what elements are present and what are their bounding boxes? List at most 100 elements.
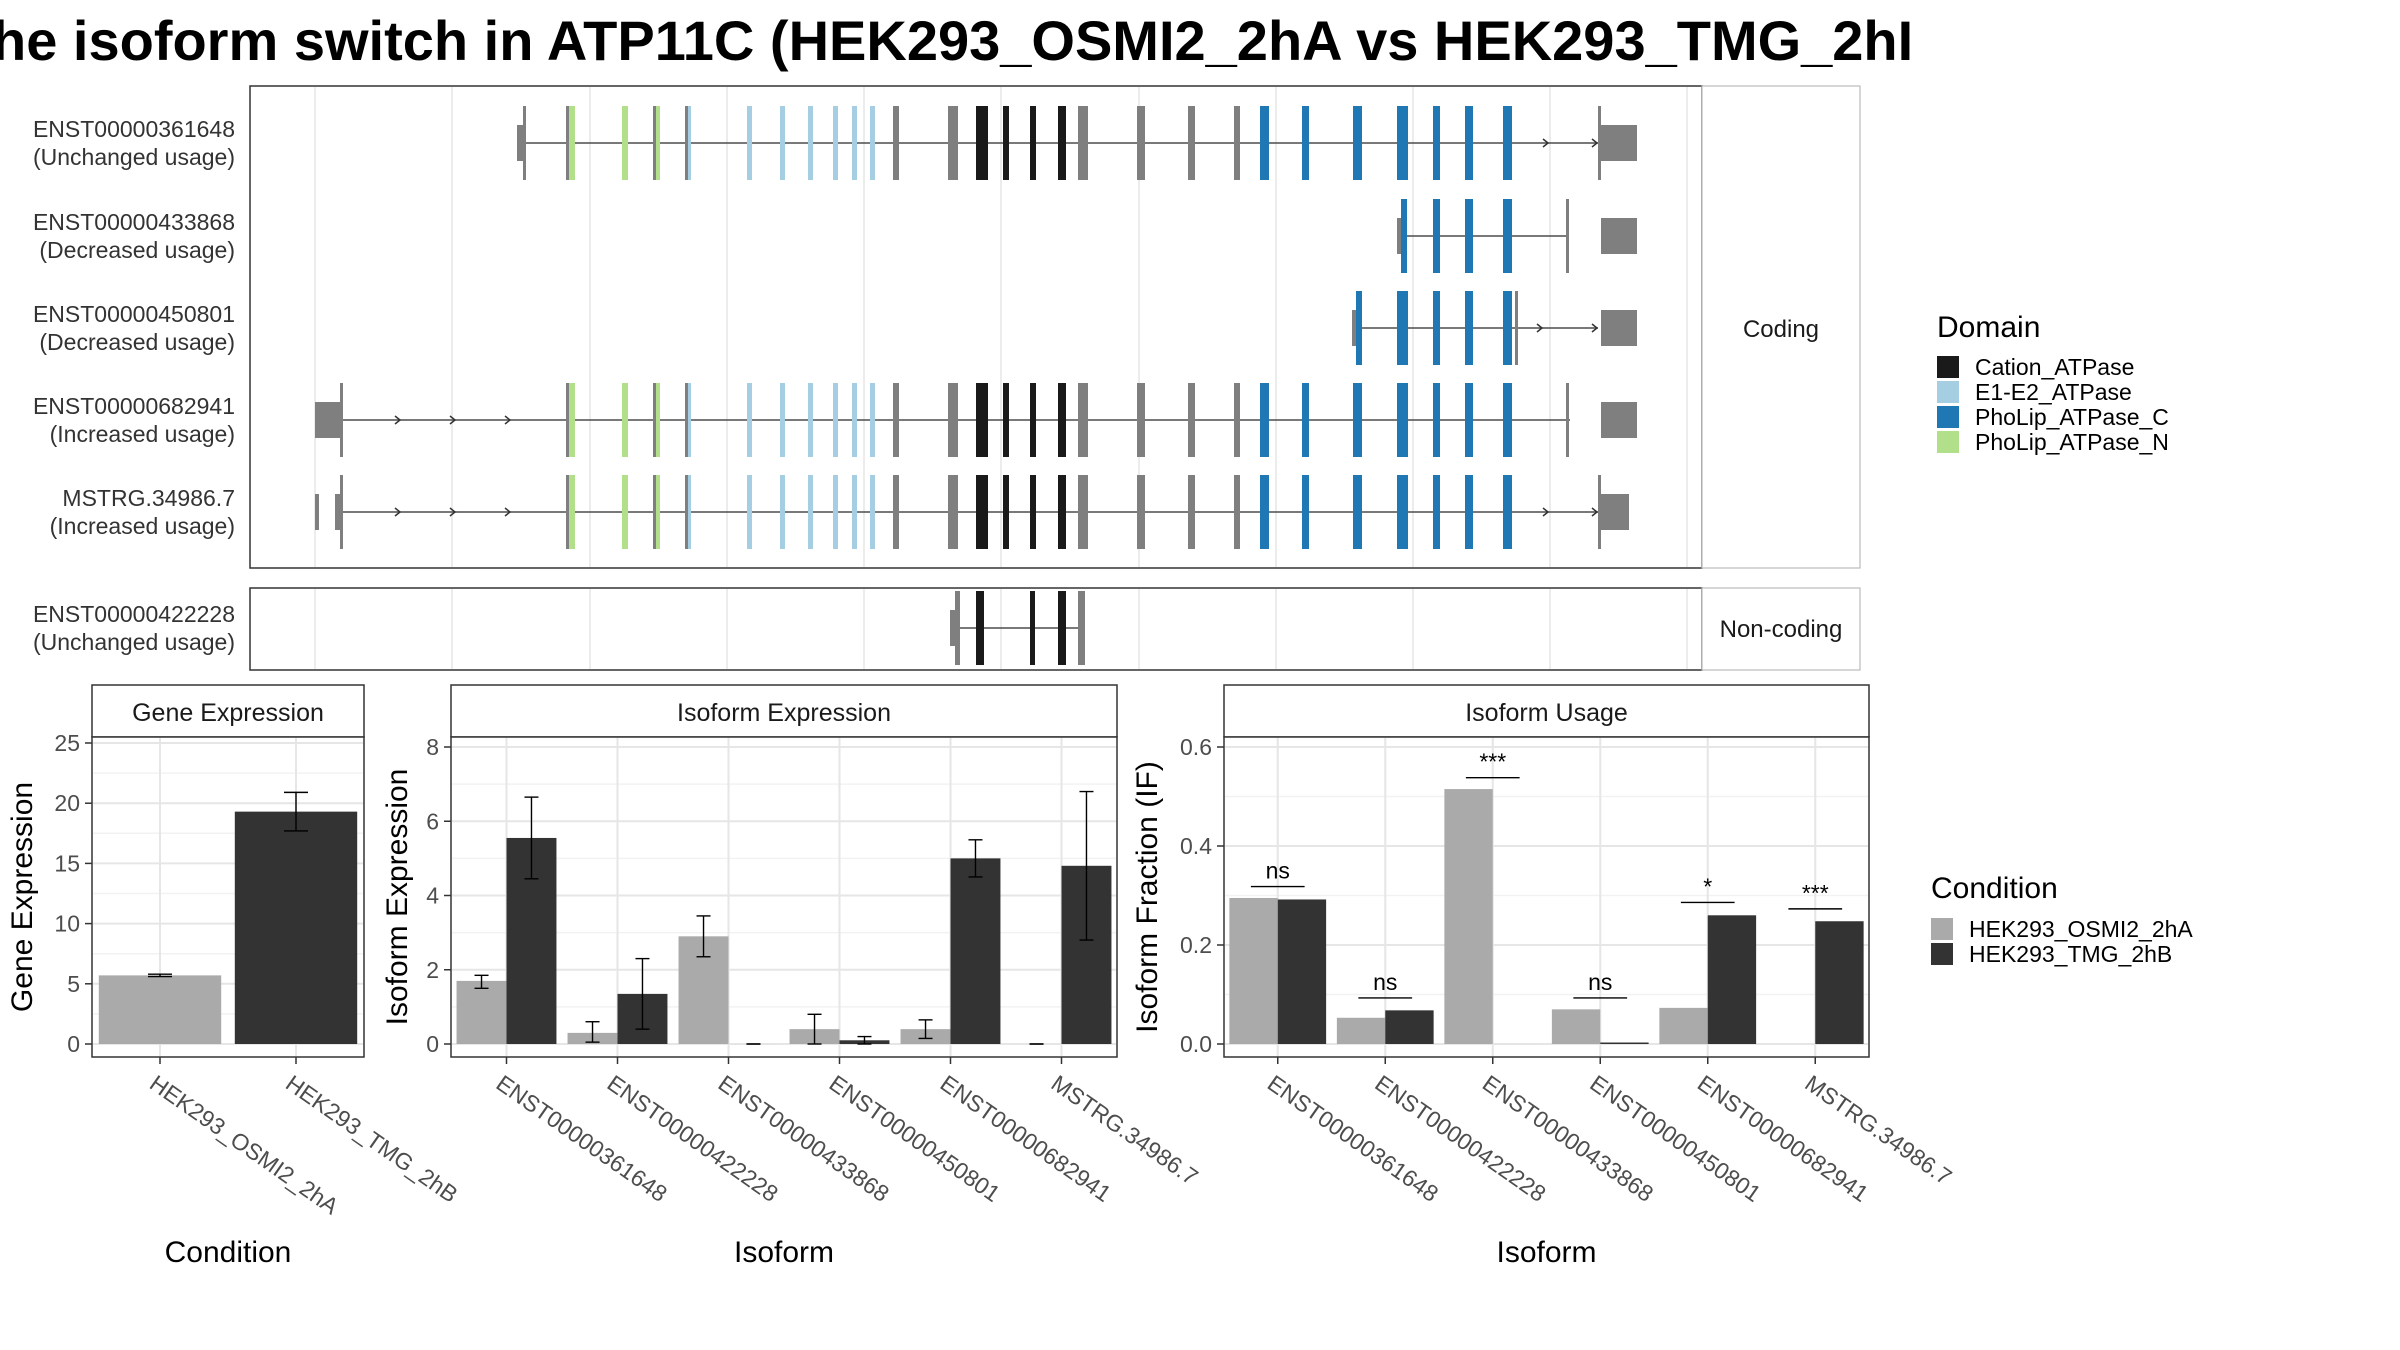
y-tick-label: 0.2 — [1180, 932, 1212, 958]
exon-block — [1397, 106, 1408, 180]
transcript-usage-label: (Unchanged usage) — [33, 629, 235, 655]
exon-block — [955, 591, 960, 665]
exon-block — [747, 475, 752, 549]
exon-block — [780, 383, 785, 457]
transcript-id-label: MSTRG.34986.7 — [62, 485, 235, 511]
exon-block — [808, 475, 813, 549]
coding-strip — [1701, 85, 1861, 569]
noncoding-strip-label: Non-coding — [1720, 616, 1843, 643]
exon-block — [1302, 106, 1309, 180]
condition-legend-title: Condition — [1931, 872, 2058, 905]
domain-legend-swatch — [1937, 356, 1959, 378]
exon-block — [1465, 383, 1473, 457]
transcript-usage-label: (Decreased usage) — [39, 237, 235, 263]
exon-block — [1566, 383, 1569, 457]
panel-title: Isoform Usage — [1465, 699, 1628, 727]
exon-block — [1030, 106, 1036, 180]
exon-block — [1137, 383, 1145, 457]
bar — [1385, 1010, 1434, 1044]
exon-block — [1601, 218, 1637, 254]
exon-block — [808, 383, 813, 457]
exon-block — [1433, 106, 1440, 180]
exon-block — [1030, 591, 1035, 665]
exon-block — [685, 106, 688, 180]
strand-arrow — [394, 415, 402, 425]
exon-block — [1260, 475, 1269, 549]
exon-block — [950, 610, 956, 646]
y-tick-label: 8 — [426, 734, 439, 760]
exon-block — [1078, 383, 1088, 457]
exon-block — [948, 106, 958, 180]
exon-block — [780, 475, 785, 549]
y-axis-title: Isoform Expression — [381, 769, 414, 1026]
exon-block — [622, 383, 628, 457]
noncoding-strip — [1701, 587, 1861, 671]
exon-block — [1137, 106, 1145, 180]
significance-label: *** — [1479, 749, 1506, 775]
condition-legend-label: HEK293_TMG_2hB — [1969, 941, 2172, 967]
exon-block — [1465, 291, 1473, 365]
exon-block — [1397, 475, 1408, 549]
exon-block — [686, 383, 691, 457]
exon-block — [686, 106, 691, 180]
exon-block — [948, 475, 958, 549]
exon-block — [1188, 475, 1195, 549]
exon-block — [870, 383, 875, 457]
exon-block — [1503, 475, 1512, 549]
domain-legend-label: PhoLip_ATPase_C — [1975, 404, 2169, 430]
panel-title: Isoform Expression — [677, 699, 891, 727]
bar — [1659, 1007, 1708, 1044]
exon-block — [653, 106, 656, 180]
exon-block — [1058, 475, 1066, 549]
y-tick-label: 0.4 — [1180, 833, 1212, 859]
strand-arrow — [394, 507, 402, 517]
exon-block — [1601, 125, 1637, 161]
exon-block — [1078, 106, 1088, 180]
exon-block — [1433, 199, 1440, 273]
exon-block — [1353, 106, 1362, 180]
exon-block — [340, 383, 343, 457]
transcript-id-label: ENST00000450801 — [33, 301, 235, 327]
strand-arrow — [504, 507, 512, 517]
exon-block — [893, 106, 899, 180]
exon-block — [1234, 475, 1240, 549]
transcript-usage-label: (Decreased usage) — [39, 329, 235, 355]
strand-arrow — [1536, 323, 1544, 333]
exon-block — [654, 383, 660, 457]
exon-block — [566, 383, 569, 457]
condition-legend-swatch — [1931, 918, 1953, 940]
exon-block — [315, 494, 319, 530]
x-axis-title: Isoform — [1496, 1236, 1596, 1269]
strand-arrow — [1591, 138, 1599, 148]
y-tick-label: 0.0 — [1180, 1031, 1212, 1057]
exon-block — [976, 475, 988, 549]
y-tick-label: 6 — [426, 808, 439, 834]
exon-block — [893, 383, 899, 457]
exon-block — [1078, 591, 1085, 665]
exon-block — [1465, 106, 1473, 180]
bar — [1551, 1009, 1601, 1044]
strand-arrow — [1591, 507, 1599, 517]
exon-block — [1030, 383, 1036, 457]
exon-block — [833, 383, 838, 457]
exon-block — [833, 106, 838, 180]
exon-block — [566, 475, 569, 549]
exon-block — [685, 475, 688, 549]
exon-block — [1302, 475, 1309, 549]
strand-arrow — [449, 507, 457, 517]
coding-strip-label: Coding — [1743, 316, 1819, 343]
exon-block — [566, 106, 569, 180]
exon-block — [1260, 106, 1269, 180]
significance-label: ns — [1266, 858, 1290, 884]
bar — [1444, 789, 1493, 1044]
bar — [1277, 899, 1327, 1044]
exon-block — [1353, 475, 1362, 549]
exon-block — [833, 475, 838, 549]
y-tick-label: 20 — [54, 790, 80, 816]
domain-legend-label: Cation_ATPase — [1975, 354, 2134, 380]
transcript-usage-label: (Increased usage) — [50, 513, 235, 539]
exon-block — [976, 106, 988, 180]
exon-block — [1503, 106, 1512, 180]
bar — [1707, 915, 1757, 1044]
